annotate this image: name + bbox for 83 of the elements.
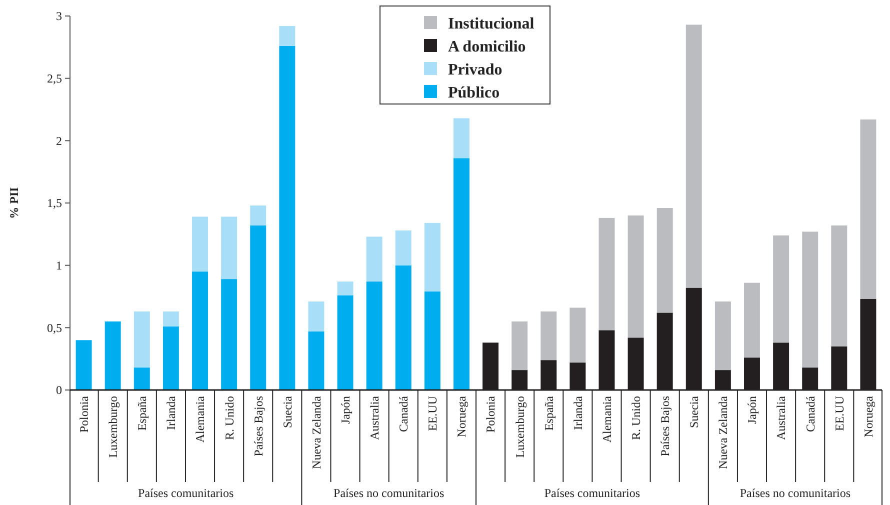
y-tick-label: 3 [56,9,62,24]
bar [162,311,179,326]
bar [512,321,528,370]
x-tick-label: Luxemburgo [106,396,120,458]
legend-label: Privado [448,62,502,79]
bar [337,282,354,296]
bar [337,295,354,390]
x-tick-label: Japón [338,396,352,424]
bar [802,232,818,368]
text: Países no comunitarios [334,486,444,500]
bar [570,308,586,363]
bar [162,326,179,390]
x-tick-label: Canadá [396,395,411,432]
bar [134,311,150,368]
bar [250,225,266,390]
x-tick-label: R. Unido [222,396,236,440]
bar [656,208,673,313]
x-tick-label: Canadá [803,395,818,432]
bar [598,218,615,330]
x-tick-label: Luxemburgo [512,396,527,458]
bar [773,235,790,343]
bar [192,216,208,272]
bar [134,368,150,390]
legend-label: Institucional [448,16,535,33]
bar [860,119,876,299]
x-tick-label: Alemania [193,395,208,443]
x-tick-label: Australia [368,395,382,440]
bar [221,279,238,390]
bar [453,118,470,158]
x-tick-label: EE.UU [426,396,440,431]
bar [453,158,470,390]
x-tick-label: Polonia [484,395,498,433]
y-tick-label: 1,5 [47,196,62,210]
legend-label: Público [448,84,500,102]
bar [308,331,324,390]
x-tick-label: Nueva Zelanda [309,395,324,469]
x-tick-label: Países Bajos [251,396,266,456]
y-tick-label: 2 [56,134,62,148]
x-tick-label: Japón [745,396,760,424]
x-tick-label: España [542,395,556,431]
bar [395,265,412,390]
bar [540,311,557,360]
bar [424,222,440,292]
x-tick-label: Polonia [77,395,91,433]
text: Países comunitarios [138,486,234,500]
bar [308,301,324,332]
x-tick-label: Irlanda [164,395,178,430]
bar [76,340,92,390]
bar [628,215,644,338]
bar [424,292,440,390]
bar [192,272,208,390]
x-tick-label: R. Unido [628,396,643,440]
legend-label: A domicilio [448,38,526,56]
y-axis-title: % PII [7,186,21,219]
y-tick-label: 0 [56,383,62,398]
bar [395,230,412,266]
text: Países comunitarios [544,486,640,500]
x-tick-label: EE.UU [832,396,846,431]
bar [104,321,121,390]
x-tick-label: España [135,395,150,431]
x-tick-label: Suecia [280,395,294,428]
bar [221,216,238,280]
bar [744,282,760,358]
x-tick-label: Australia [774,395,788,440]
bar [366,236,382,282]
bar [686,24,702,288]
bar [366,282,382,390]
y-tick-label: 1 [56,258,62,273]
x-tick-label: Nueva Zelanda [716,395,730,469]
text: Países no comunitarios [740,486,851,500]
bar [250,205,266,226]
x-tick-label: Irlanda [570,395,585,430]
y-tick-label: 0,5 [47,320,62,335]
bar [831,225,848,346]
bar [714,301,731,370]
bar [279,26,296,46]
x-tick-label: Suecia [687,395,702,428]
x-tick-label: Países Bajos [658,396,672,456]
bar [279,46,296,390]
x-tick-label: Noruega [454,395,469,438]
x-tick-label: Alemania [600,395,614,443]
y-tick-label: 2,5 [47,72,62,86]
x-tick-label: Noruega [861,395,876,438]
